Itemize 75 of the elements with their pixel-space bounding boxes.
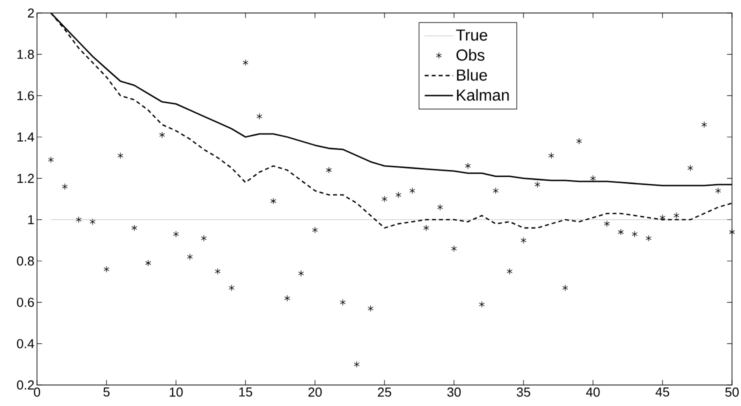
y-tick-label: 0.2 (16, 380, 34, 390)
point (423, 224, 430, 232)
y-tick-label: 1.8 (17, 50, 34, 59)
point (242, 59, 248, 66)
x-tick-label: 5 (103, 388, 110, 397)
point (465, 162, 471, 170)
point (62, 183, 68, 190)
point (48, 156, 54, 164)
point (270, 198, 276, 204)
point (382, 196, 388, 202)
x-tick-label: 20 (308, 388, 322, 397)
point (284, 294, 290, 302)
point (618, 228, 624, 236)
y-tick-label: 1.2 (17, 174, 34, 183)
y-tick-label: 1.6 (17, 91, 34, 100)
x-tick-label: 45 (656, 388, 670, 397)
point (451, 245, 457, 252)
point (159, 132, 165, 138)
point (729, 228, 735, 236)
x-tick-label: 30 (447, 388, 461, 397)
point (548, 152, 554, 159)
point (76, 216, 82, 223)
point (701, 121, 708, 128)
point (562, 284, 568, 292)
point (312, 226, 318, 234)
legend-label: Kalman (457, 89, 509, 101)
point (326, 166, 332, 174)
point (687, 164, 694, 172)
legend-label: Blue (457, 69, 487, 81)
point (368, 305, 374, 312)
point (90, 218, 96, 226)
point (214, 268, 221, 275)
point (492, 187, 499, 194)
point (340, 299, 346, 306)
legend-label: Obs (456, 49, 484, 61)
point (478, 301, 485, 308)
point (409, 187, 416, 194)
point (506, 268, 512, 275)
y-tick-label: 0.8 (16, 256, 34, 266)
point (646, 234, 652, 242)
point (396, 192, 402, 198)
x-tick-label: 10 (170, 388, 183, 397)
point (590, 175, 596, 182)
point (674, 212, 680, 219)
point (660, 214, 666, 221)
point (228, 284, 234, 292)
x-tick-label: 0 (34, 388, 40, 397)
point (437, 204, 443, 211)
y-tick-label: 1 (28, 215, 34, 224)
point (200, 234, 207, 242)
point (715, 187, 721, 194)
x-tick-label: 40 (586, 388, 600, 397)
point (104, 266, 110, 273)
point (604, 220, 610, 228)
legend-label: True (456, 30, 488, 41)
point (534, 181, 540, 188)
x-tick-label: 35 (516, 388, 530, 397)
point (256, 113, 262, 120)
point (520, 237, 526, 244)
y-tick-label: 0.4 (16, 339, 34, 348)
point (173, 230, 179, 238)
point (187, 254, 193, 260)
x-tick-label: 50 (725, 388, 739, 397)
point (298, 270, 304, 277)
point (354, 361, 360, 368)
point (632, 230, 638, 238)
y-tick-label: 0.6 (16, 298, 34, 307)
point (118, 152, 124, 159)
y-tick-label: 1.4 (17, 132, 34, 142)
y-tick-label: 2 (28, 8, 34, 18)
point (576, 138, 582, 144)
point (131, 224, 138, 232)
x-tick-label: 25 (378, 388, 392, 397)
point (145, 260, 152, 266)
x-tick-label: 15 (239, 388, 252, 397)
